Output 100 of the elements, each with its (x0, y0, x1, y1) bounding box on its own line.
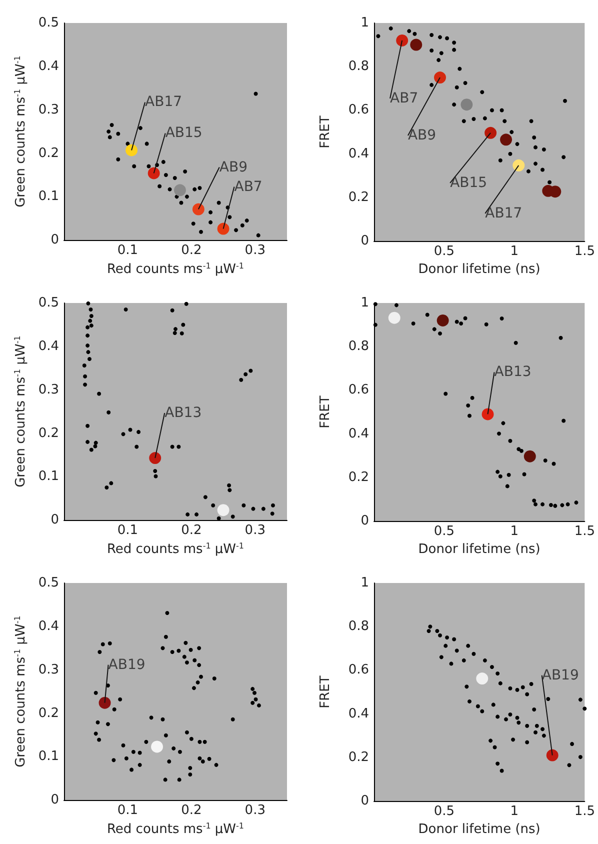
point (177, 778, 182, 782)
point (192, 203, 204, 216)
y-tick-label: 1 (360, 576, 369, 590)
point (160, 717, 165, 722)
point (542, 734, 546, 738)
point (250, 700, 255, 705)
point (526, 169, 530, 174)
point (208, 210, 213, 214)
point (411, 322, 416, 326)
y-tick-label: 0.4 (38, 338, 59, 354)
point (227, 483, 232, 488)
point (520, 685, 525, 690)
point (244, 372, 248, 376)
point (180, 331, 184, 336)
point (167, 759, 172, 764)
point (476, 704, 480, 708)
point (94, 440, 98, 445)
point (506, 472, 511, 477)
point (445, 36, 450, 40)
point (508, 686, 512, 690)
annotation: AB17 (485, 205, 522, 222)
point (436, 58, 441, 62)
point (202, 740, 207, 744)
point (174, 327, 178, 332)
point (106, 410, 111, 414)
point (444, 644, 448, 648)
point (373, 302, 378, 306)
point (86, 350, 90, 354)
point (161, 160, 166, 164)
point (228, 215, 232, 220)
point (496, 470, 500, 474)
point (121, 432, 126, 436)
point (430, 82, 434, 87)
point (89, 324, 94, 328)
annotation: AB15 (165, 125, 202, 142)
point (170, 308, 174, 312)
y-tick-label: 0.8 (348, 339, 369, 354)
point (529, 682, 534, 686)
y-tick-label: 0.6 (348, 662, 369, 678)
y-tick-label: 0.6 (348, 382, 369, 398)
point (184, 730, 189, 734)
x-tick-label: 0.5 (434, 524, 455, 540)
y-axis-title: FRET (318, 396, 333, 428)
point (146, 164, 151, 168)
point (452, 48, 456, 52)
y-tick-label: 0.5 (38, 16, 59, 30)
point (184, 194, 189, 199)
y-axis-title: Green counts ms-1 µW-1 (12, 56, 28, 208)
point (93, 444, 98, 448)
point (468, 699, 472, 704)
point (546, 697, 550, 702)
point (261, 506, 266, 511)
y-tick-label: 0.8 (348, 59, 369, 74)
point (256, 233, 260, 238)
point (83, 382, 88, 387)
point (425, 312, 430, 317)
point (482, 658, 487, 662)
point (89, 314, 94, 318)
point (86, 334, 90, 338)
point (128, 428, 132, 432)
x-tick-label: 0.2 (181, 243, 202, 258)
point (254, 92, 258, 96)
annotation: AB7 (234, 178, 262, 195)
point (534, 145, 538, 150)
point (472, 652, 476, 656)
point (373, 322, 378, 327)
point (560, 503, 564, 508)
point (454, 320, 459, 324)
point (525, 692, 530, 696)
x-axis-title: Donor lifetime (ns) (418, 542, 540, 557)
point (498, 681, 502, 686)
y-axis-title: Green counts ms-1 µW-1 (12, 616, 28, 768)
point (498, 474, 502, 478)
point (124, 308, 128, 312)
point (186, 512, 190, 516)
y-axis-title: FRET (318, 116, 333, 148)
point (149, 452, 162, 464)
point (144, 740, 148, 744)
point (563, 98, 567, 103)
y-tick-label: 0.3 (38, 382, 59, 398)
point (449, 662, 454, 666)
point (505, 484, 510, 488)
point (552, 462, 556, 466)
point (108, 641, 112, 646)
point (548, 502, 553, 507)
point (183, 169, 188, 174)
point (88, 308, 93, 312)
point (164, 172, 168, 177)
point (484, 126, 497, 139)
x-tick-label: 1 (510, 244, 519, 260)
point (388, 26, 393, 30)
point (168, 187, 172, 192)
x-tick-label: 1.5 (574, 524, 596, 540)
point (516, 720, 521, 725)
y-tick-label: 0 (360, 234, 369, 249)
point (188, 766, 192, 770)
point (578, 755, 582, 760)
y-tick-label: 0 (360, 794, 369, 809)
point (138, 762, 142, 767)
point (104, 486, 109, 490)
